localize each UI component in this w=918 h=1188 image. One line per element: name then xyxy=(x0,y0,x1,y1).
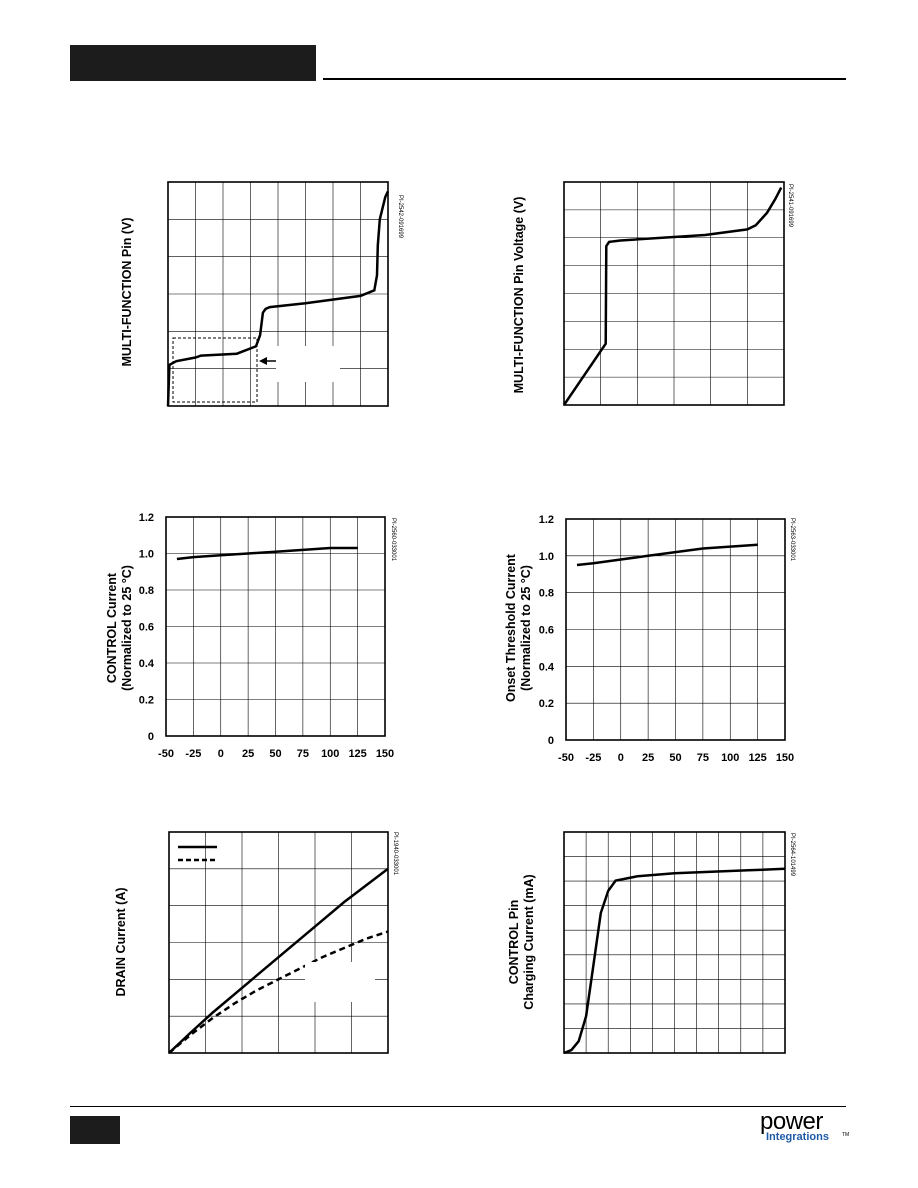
y-tick-label: 1.2 xyxy=(539,514,554,526)
zoom-arrow-head xyxy=(259,357,267,365)
y-axis-label-line1: CONTROL Current xyxy=(105,572,119,683)
plot-border xyxy=(565,518,786,741)
x-tick-label: -25 xyxy=(185,748,201,760)
y-tick-label: 0.2 xyxy=(539,698,554,710)
y-axis-label-line1: CONTROL Pin xyxy=(507,900,521,985)
figure-code: PI-2541-091699 xyxy=(787,184,793,228)
y-tick-label: 0.6 xyxy=(539,625,554,637)
figure-code: PI-2564-101499 xyxy=(789,833,795,877)
y-tick-label: 0.8 xyxy=(139,585,154,597)
y-axis-label: DRAIN Current (A) xyxy=(114,887,128,996)
y-tick-label: 0 xyxy=(548,735,554,747)
zoom-box xyxy=(172,337,258,403)
x-tick-label: -50 xyxy=(158,748,174,760)
y-tick-label: 1.0 xyxy=(539,551,554,563)
series-line xyxy=(166,190,390,407)
x-tick-label: 50 xyxy=(669,752,681,764)
x-tick-label: -50 xyxy=(558,752,574,764)
figure-mf-pin-wide: MULTI-FUNCTION Pin (V) PI-2542-091699 xyxy=(120,181,403,407)
series-line-solid xyxy=(168,867,389,1054)
figure-onset-threshold: -50 -25 0 25 50 75 100 125 150 0 0.2 0.4 0.6 0.8 1.0 1.… xyxy=(504,514,795,764)
x-tick-label: 150 xyxy=(776,752,794,764)
y-axis-label: MULTI-FUNCTION Pin Voltage (V) xyxy=(512,197,526,394)
x-tick-label: 75 xyxy=(697,752,709,764)
plot-border xyxy=(167,181,389,407)
x-tick-label: 150 xyxy=(376,748,394,760)
figure-control-charging: CONTROL Pin Charging Current (mA) PI-256… xyxy=(507,831,795,1055)
logo-trademark: TM xyxy=(842,1132,850,1138)
y-axis-label: MULTI-FUNCTION Pin (V) xyxy=(120,217,134,366)
series-line xyxy=(562,187,783,406)
x-tick-label: 25 xyxy=(642,752,654,764)
footer-rule xyxy=(70,1106,846,1107)
figure-drain-current: DRAIN Current (A) PI-1940-033001 xyxy=(114,831,398,1054)
annotation-box xyxy=(276,346,340,382)
y-axis-label-line2: (Normalized to 25 °C) xyxy=(519,565,533,691)
plot-frame xyxy=(165,516,386,737)
y-axis-label-line2: (Normalized to 25 °C) xyxy=(120,565,134,691)
header-rule xyxy=(323,78,846,80)
figure-code: PI-2560-033001 xyxy=(390,518,396,562)
figure-mf-pin-voltage: MULTI-FUNCTION Pin Voltage (V) PI-2541-0… xyxy=(512,181,793,406)
plot-frame xyxy=(563,181,785,406)
y-tick-label: 1.2 xyxy=(139,512,154,524)
figure-code: PI-1940-033001 xyxy=(392,832,398,876)
figure-code: PI-2542-091699 xyxy=(397,195,403,239)
series-line xyxy=(576,543,758,567)
x-tick-label: 75 xyxy=(297,748,309,760)
plot-frame xyxy=(563,831,786,1054)
x-tick-label: 125 xyxy=(748,752,766,764)
x-tick-label: 125 xyxy=(348,748,366,760)
x-tick-label: 25 xyxy=(242,748,254,760)
power-integrations-logo: power Integrations TM xyxy=(760,1108,852,1148)
x-tick-label: -25 xyxy=(585,752,601,764)
plot-border xyxy=(563,831,786,1054)
y-tick-label: 0.2 xyxy=(139,695,154,707)
x-tick-label: 100 xyxy=(721,752,739,764)
logo-word-integrations: Integrations xyxy=(766,1131,829,1143)
plot-frame xyxy=(168,831,389,1054)
page-number-block xyxy=(70,1116,120,1144)
figure-control-current: -50 -25 0 25 50 75 100 125 150 0 0.2 0.4 0.6 0.8 1.0 1.… xyxy=(105,512,396,760)
header-title-bar xyxy=(70,45,316,81)
y-tick-label: 0.6 xyxy=(139,622,154,634)
annotation-box xyxy=(305,962,375,1002)
y-tick-label: 0.4 xyxy=(539,661,555,673)
y-tick-label: 0.4 xyxy=(139,658,155,670)
y-axis-label-line2: Charging Current (mA) xyxy=(522,874,536,1009)
x-tick-label: 0 xyxy=(618,752,624,764)
logo-word-power: power xyxy=(760,1108,823,1135)
axis-ticks: -50 -25 0 25 50 75 100 125 150 0 0.2 0.4 0.6 0.8 1.0 1.… xyxy=(539,514,794,764)
plot-border xyxy=(165,516,386,737)
axis-ticks: -50 -25 0 25 50 75 100 125 150 0 0.2 0.4 0.6 0.8 1.0 1.… xyxy=(139,512,394,760)
y-tick-label: 1.0 xyxy=(139,549,154,561)
plot-border xyxy=(168,831,389,1054)
x-tick-label: 100 xyxy=(321,748,339,760)
figure-code: PI-2563-033001 xyxy=(789,518,795,562)
series-line xyxy=(176,546,358,561)
y-axis-label-line1: Onset Threshold Current xyxy=(504,553,518,702)
x-tick-label: 50 xyxy=(269,748,281,760)
plot-border xyxy=(563,181,785,406)
y-tick-label: 0.8 xyxy=(539,588,554,600)
x-tick-label: 0 xyxy=(218,748,224,760)
y-tick-label: 0 xyxy=(148,731,154,743)
series-line-dashed xyxy=(168,930,389,1054)
series-line xyxy=(563,867,786,1055)
plot-frame xyxy=(167,181,389,407)
